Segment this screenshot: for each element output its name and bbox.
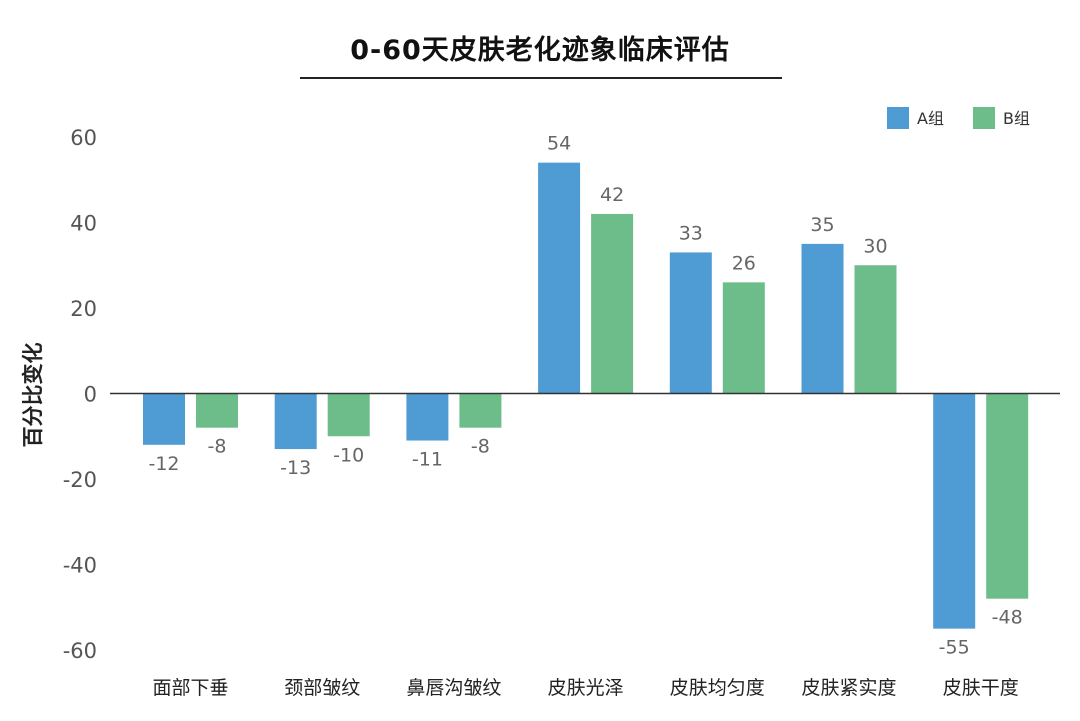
bar [669,252,712,394]
data-label: -8 [208,436,227,458]
bar [933,393,976,629]
y-tick-label: 60 [70,126,97,150]
y-axis-label: 百分比变化 [21,343,45,448]
data-label: -12 [148,453,179,475]
y-axis-ticks: 60 40 20 0 -20 -40 -60 [63,126,97,663]
x-tick-label: 皮肤均匀度 [670,677,765,699]
data-label: 30 [863,235,887,257]
x-axis-categories: 面部下垂 颈部皱纹 鼻唇沟皱纹 皮肤光泽 皮肤均匀度 皮肤紧实度 皮肤干度 [152,677,1018,699]
bar [196,393,238,428]
legend: A组 B组 [887,107,1030,129]
x-tick-label: 皮肤干度 [943,677,1019,699]
bar [986,393,1029,599]
y-tick-label: 40 [70,212,97,236]
data-label: 35 [810,214,834,236]
y-tick-label: 20 [70,297,97,321]
bar [591,213,634,394]
title-underline [300,77,782,79]
data-label: -48 [992,607,1023,629]
x-tick-label: 颈部皱纹 [284,677,360,699]
data-label: -11 [412,449,443,471]
data-label: -13 [280,457,311,479]
data-labels: -12 -8 -13 -10 -11 -8 54 42 33 26 35 30 -55 -48 [148,133,1022,659]
bar [459,393,502,428]
legend-swatch [887,107,909,129]
bar [854,265,897,394]
bar [801,243,844,394]
bar [327,393,370,437]
data-label: 26 [732,252,756,274]
data-label: -10 [333,444,364,466]
data-label: 42 [600,184,624,206]
data-label: -8 [471,436,490,458]
y-tick-label: -40 [63,554,97,578]
bar [538,162,581,394]
x-tick-label: 面部下垂 [152,677,228,699]
bar [406,393,449,441]
x-tick-label: 皮肤光泽 [548,677,624,699]
bar [143,393,185,445]
data-label: 54 [547,133,571,155]
bar [274,393,317,450]
x-tick-label: 皮肤紧实度 [801,677,896,699]
legend-label: B组 [1003,109,1030,128]
legend-swatch [973,107,995,129]
bar [722,282,765,394]
y-tick-label: 0 [84,383,97,407]
bars [143,162,1029,629]
data-label: 33 [679,222,703,244]
y-tick-label: -20 [63,468,97,492]
legend-label: A组 [917,109,944,128]
chart-title: 0-60天皮肤老化迹象临床评估 [350,35,730,66]
y-tick-label: -60 [63,639,97,663]
data-label: -55 [939,637,970,659]
x-tick-label: 鼻唇沟皱纹 [406,677,501,699]
